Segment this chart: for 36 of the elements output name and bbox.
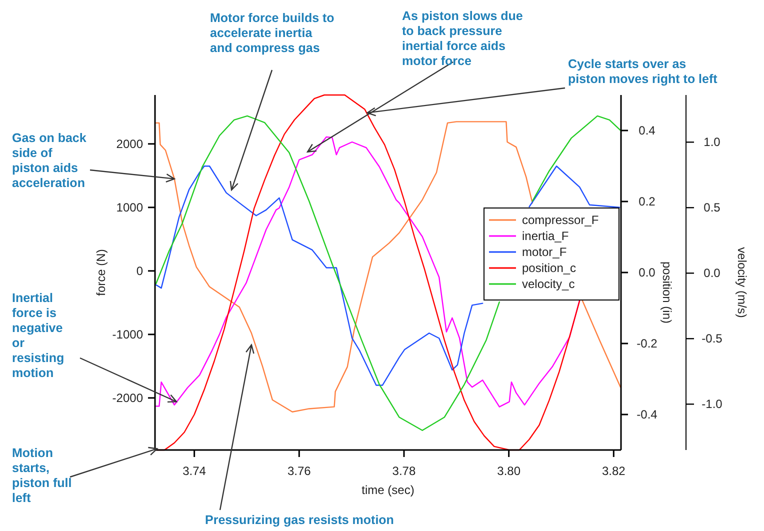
x-tick-label: 3.80	[497, 464, 521, 478]
y2-tick-label: 0.0	[638, 266, 656, 280]
annotation: As piston slows due to back pressure inertial force aids motor force	[402, 9, 523, 68]
y-tick-label: 1000	[116, 200, 144, 214]
legend-label: velocity_c	[522, 277, 575, 291]
y2-tick-label: 0.2	[638, 194, 656, 208]
x-tick-label: 3.76	[287, 464, 312, 478]
annotation: Motion starts, piston full left	[12, 446, 72, 505]
y-axis-title: force (N)	[94, 249, 108, 296]
x-tick-label: 3.82	[602, 464, 626, 478]
y3-tick-label: 0.0	[704, 266, 721, 280]
annotation: Pressurizing gas resists motion	[205, 513, 394, 527]
legend-label: motor_F	[522, 245, 567, 259]
y2-tick-label: -0.4	[636, 408, 658, 422]
y2-axis-title: position (in)	[660, 261, 674, 324]
annotation: Cycle starts over as piston moves right to left	[568, 57, 718, 86]
y-tick-label: 0	[136, 264, 144, 278]
legend-label: compressor_F	[522, 213, 599, 227]
y3-tick-label: -0.5	[702, 332, 723, 346]
x-axis-title: time (sec)	[362, 483, 414, 497]
y3-tick-label: 1.0	[704, 135, 721, 150]
y2-tick-label: -0.2	[636, 336, 658, 350]
annotation: Gas on back side of piston aids acceleration	[12, 131, 86, 190]
y3-axis-title: velocity (m/s)	[735, 247, 749, 318]
y3-tick-label: -1.0	[702, 397, 723, 412]
x-tick-label: 3.78	[392, 464, 416, 478]
y3-tick-label: 0.5	[704, 200, 721, 215]
y-tick-label: 2000	[116, 136, 144, 151]
legend-label: position_c	[522, 261, 576, 275]
annotation: Motor force builds to accelerate inertia and compress gas	[210, 11, 335, 55]
annotation: Inertial force is negative or resisting motion	[12, 291, 64, 380]
legend-label: inertia_F	[522, 229, 569, 243]
y-tick-label: -2000	[112, 390, 144, 405]
y2-tick-label: 0.4	[638, 124, 656, 138]
y-tick-label: -1000	[112, 327, 144, 342]
x-tick-label: 3.74	[182, 464, 206, 478]
